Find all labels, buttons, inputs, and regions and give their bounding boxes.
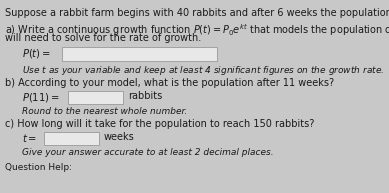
FancyBboxPatch shape bbox=[62, 47, 217, 61]
FancyBboxPatch shape bbox=[68, 91, 123, 104]
Text: Suppose a rabbit farm begins with 40 rabbits and after 6 weeks the population ha: Suppose a rabbit farm begins with 40 rab… bbox=[5, 8, 389, 18]
Text: c) How long will it take for the population to reach 150 rabbits?: c) How long will it take for the populat… bbox=[5, 119, 314, 129]
Text: Round to the nearest whole number.: Round to the nearest whole number. bbox=[22, 107, 187, 116]
Text: Give your answer accurate to at least 2 decimal places.: Give your answer accurate to at least 2 … bbox=[22, 148, 273, 157]
Text: $P(11) =$: $P(11) =$ bbox=[22, 91, 60, 104]
Text: Question Help:: Question Help: bbox=[5, 163, 72, 172]
Text: rabbits: rabbits bbox=[128, 91, 162, 101]
Text: $P(t) =$: $P(t) =$ bbox=[22, 47, 51, 60]
Text: b) According to your model, what is the population after 11 weeks?: b) According to your model, what is the … bbox=[5, 78, 334, 88]
Text: weeks: weeks bbox=[104, 132, 135, 142]
Text: a) Write a continuous growth function $P(t) = P_0e^{kt}$ that models the populat: a) Write a continuous growth function $P… bbox=[5, 22, 389, 38]
FancyBboxPatch shape bbox=[44, 132, 99, 145]
Text: Use $t$ as your variable and keep at least 4 significant figures on the growth r: Use $t$ as your variable and keep at lea… bbox=[22, 64, 384, 77]
Text: $t =$: $t =$ bbox=[22, 132, 37, 144]
Text: will need to solve for the rate of growth.: will need to solve for the rate of growt… bbox=[5, 33, 201, 43]
